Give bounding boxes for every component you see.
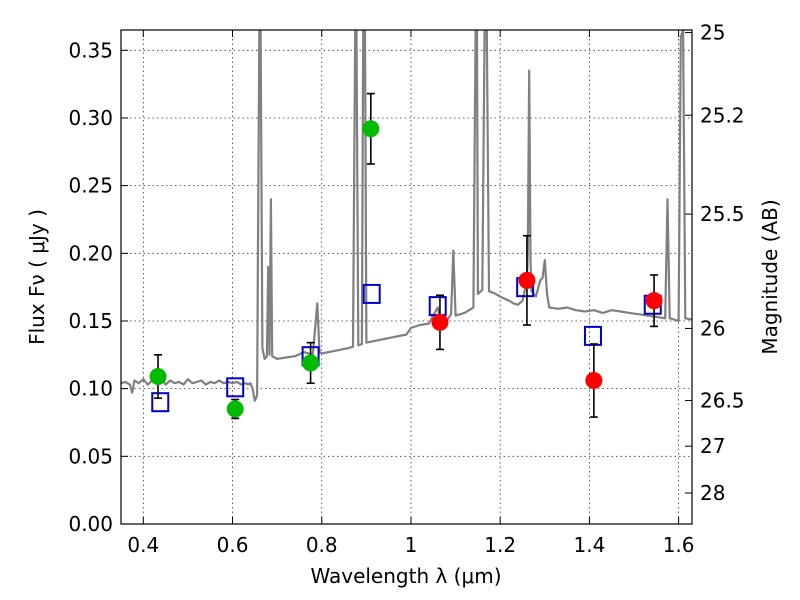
green-data-point [226, 400, 244, 418]
plot-area [121, 30, 692, 402]
x-tick-label: 1.2 [484, 533, 516, 557]
y-tick-label: 0.20 [68, 241, 113, 265]
x-tick-label: 0.8 [306, 533, 338, 557]
mag-tick-label: 25.5 [700, 202, 745, 226]
mag-tick-label: 25 [700, 21, 725, 45]
x-tick-label: 1 [405, 533, 418, 557]
red-data-point [585, 372, 603, 390]
y-axis-right-label: Magnitude (AB) [758, 199, 782, 354]
plot-frame [120, 29, 693, 525]
marker-layer [149, 92, 663, 420]
mag-tick-label: 26 [700, 316, 725, 340]
red-data-point [645, 292, 663, 310]
model-square-marker [151, 392, 170, 413]
x-tick-label: 0.4 [127, 533, 159, 557]
x-tick-label: 0.6 [217, 533, 249, 557]
mag-tick-label: 27 [700, 434, 725, 458]
mag-tick-label: 25.2 [700, 103, 745, 127]
red-data-point [431, 313, 449, 331]
green-data-point [149, 367, 167, 385]
spectrum-line [121, 30, 692, 402]
x-tick-label: 1.6 [663, 533, 695, 557]
model-square-marker [226, 377, 245, 398]
x-axis-label: Wavelength λ (μm) [310, 564, 501, 588]
y-tick-label: 0.05 [68, 444, 113, 468]
y-axis-label: Flux Fν ( μJy ) [25, 209, 49, 345]
y-tick-label: 0.35 [68, 38, 113, 62]
red-data-point [518, 271, 536, 289]
green-data-point [302, 354, 320, 372]
model-square-marker [362, 283, 381, 304]
ticks: 0.4 0.6 0.8 1 1.2 1.4 1.6 0.00 0.05 0.10 0.15 0.20 0… [68, 21, 744, 557]
mag-tick-label: 26.5 [700, 389, 745, 413]
green-data-point [362, 120, 380, 138]
y-tick-label: 0.15 [68, 309, 113, 333]
x-tick-label: 1.4 [573, 533, 605, 557]
y-tick-label: 0.00 [68, 512, 113, 536]
y-tick-label: 0.25 [68, 174, 113, 198]
y-tick-label: 0.10 [68, 377, 113, 401]
y-tick-label: 0.30 [68, 106, 113, 130]
model-square-marker [583, 325, 602, 346]
mag-tick-label: 28 [700, 481, 725, 505]
